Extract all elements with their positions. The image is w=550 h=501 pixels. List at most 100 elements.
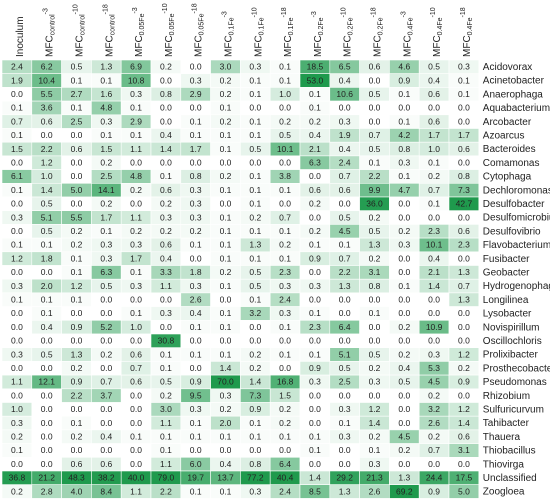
row-label: Thauera — [483, 432, 521, 443]
cell-label: 0.0 — [71, 308, 83, 318]
column-header: MFC0.1Fe-3 — [222, 11, 236, 57]
cell-label: 8.5 — [309, 486, 321, 496]
cell-label: 5.1 — [339, 349, 351, 359]
cell-label: 0.0 — [41, 404, 53, 414]
cell-label: 0.4 — [160, 130, 172, 140]
cell-label: 0.3 — [190, 212, 202, 222]
cell-label: 0.3 — [369, 377, 381, 387]
header-sup: -18 — [460, 7, 467, 17]
cell-label: 0.0 — [190, 158, 202, 168]
cell-label: 0.0 — [309, 212, 321, 222]
cell-label: 0.0 — [100, 445, 112, 455]
cell-label: 6.2 — [41, 62, 53, 72]
cell-label: 0.7 — [11, 116, 23, 126]
cell-label: 1.1 — [130, 486, 142, 496]
cell-label: 0.1 — [160, 432, 172, 442]
cell-label: 0.0 — [100, 308, 112, 318]
cell-label: 0.4 — [428, 253, 440, 263]
cell-label: 0.1 — [190, 486, 202, 496]
cell-label: 0.3 — [190, 199, 202, 209]
cell-label: 0.0 — [458, 459, 470, 469]
cell-label: 0.1 — [398, 89, 410, 99]
cell-label: 0.0 — [160, 116, 172, 126]
row-label: Unclassified — [483, 473, 537, 484]
row-label: Desulfobacter — [483, 199, 545, 210]
cell-label: 0.3 — [458, 62, 470, 72]
cell-label: 0.1 — [458, 89, 470, 99]
cell-label: 0.2 — [100, 349, 112, 359]
cell-label: 0.7 — [130, 363, 142, 373]
cell-label: 1.2 — [11, 253, 23, 263]
cell-label: 0.1 — [428, 158, 440, 168]
header-sup: -10 — [430, 7, 437, 17]
cell-label: 0.1 — [309, 240, 321, 250]
cell-label: 0.0 — [398, 295, 410, 305]
cell-label: 2.0 — [41, 281, 53, 291]
header-base: MFC — [44, 35, 55, 57]
cell-label: 0.0 — [398, 267, 410, 277]
cell-label: 0.2 — [100, 199, 112, 209]
cell-label: 0.0 — [398, 253, 410, 263]
cell-label: 0.0 — [309, 459, 321, 469]
cell-label: 0.0 — [339, 459, 351, 469]
cell-label: 0.1 — [100, 130, 112, 140]
cell-label: 1.4 — [160, 144, 172, 154]
cell-label: 0.0 — [398, 199, 410, 209]
header-sub: control — [50, 14, 57, 35]
cell-label: 0.0 — [11, 226, 23, 236]
cell-label: 0.1 — [428, 199, 440, 209]
cell-label: 1.5 — [11, 144, 23, 154]
cell-label: 0.1 — [339, 418, 351, 428]
cell-label: 0.2 — [428, 390, 440, 400]
cell-label: 0.2 — [11, 432, 23, 442]
cell-label: 0.3 — [428, 349, 440, 359]
cell-label: 3.3 — [160, 267, 172, 277]
cell-label: 0.1 — [190, 240, 202, 250]
cell-label: 0.6 — [160, 240, 172, 250]
cell-label: 2.1 — [428, 267, 440, 277]
cell-label: 0.0 — [309, 418, 321, 428]
cell-label: 0.2 — [220, 116, 232, 126]
cell-label: 1.2 — [71, 281, 83, 291]
cell-label: 1.1 — [130, 212, 142, 222]
cell-label: 0.0 — [100, 295, 112, 305]
header-sup: -18 — [103, 4, 110, 14]
cell-label: 0.1 — [41, 308, 53, 318]
header-sup: -10 — [252, 7, 259, 17]
cell-label: 0.3 — [279, 308, 291, 318]
cell-label: 1.1 — [160, 418, 172, 428]
cell-label: 0.6 — [130, 349, 142, 359]
cell-label: 0.6 — [428, 116, 440, 126]
cell-label: 0.0 — [339, 308, 351, 318]
cell-label: 1.7 — [190, 144, 202, 154]
cell-label: 1.8 — [190, 267, 202, 277]
cell-label: 0.0 — [190, 336, 202, 346]
cell-label: 0.2 — [398, 226, 410, 236]
header-sub: 0.4Fe — [408, 17, 415, 35]
column-header: MFC0.05Fe-3 — [132, 7, 146, 57]
cell-label: 0.2 — [220, 75, 232, 85]
cell-label: 2.3 — [458, 240, 470, 250]
cell-label: 24.4 — [426, 473, 443, 483]
cell-label: 16.8 — [277, 377, 294, 387]
cell-label: 4.8 — [100, 103, 112, 113]
cell-label: 53.0 — [307, 75, 324, 85]
cell-label: 0.1 — [249, 185, 261, 195]
cell-label: 2.3 — [279, 267, 291, 277]
cell-label: 0.4 — [339, 75, 351, 85]
cell-label: 1.0 — [11, 404, 23, 414]
cell-label: 0.0 — [71, 199, 83, 209]
cell-label: 0.1 — [11, 445, 23, 455]
cell-label: 0.0 — [249, 322, 261, 332]
cell-label: 0.5 — [369, 349, 381, 359]
cell-label: 10.4 — [38, 75, 55, 85]
cell-label: 0.2 — [279, 418, 291, 428]
cell-label: 21.2 — [38, 473, 55, 483]
cell-label: 5.0 — [71, 185, 83, 195]
cell-label: 0.1 — [190, 116, 202, 126]
cell-label: 0.4 — [428, 75, 440, 85]
cell-label: 0.1 — [71, 253, 83, 263]
cell-label: 6.4 — [279, 459, 291, 469]
cell-label: 0.3 — [309, 281, 321, 291]
column-header: MFC0.4Fe-10 — [430, 7, 444, 57]
